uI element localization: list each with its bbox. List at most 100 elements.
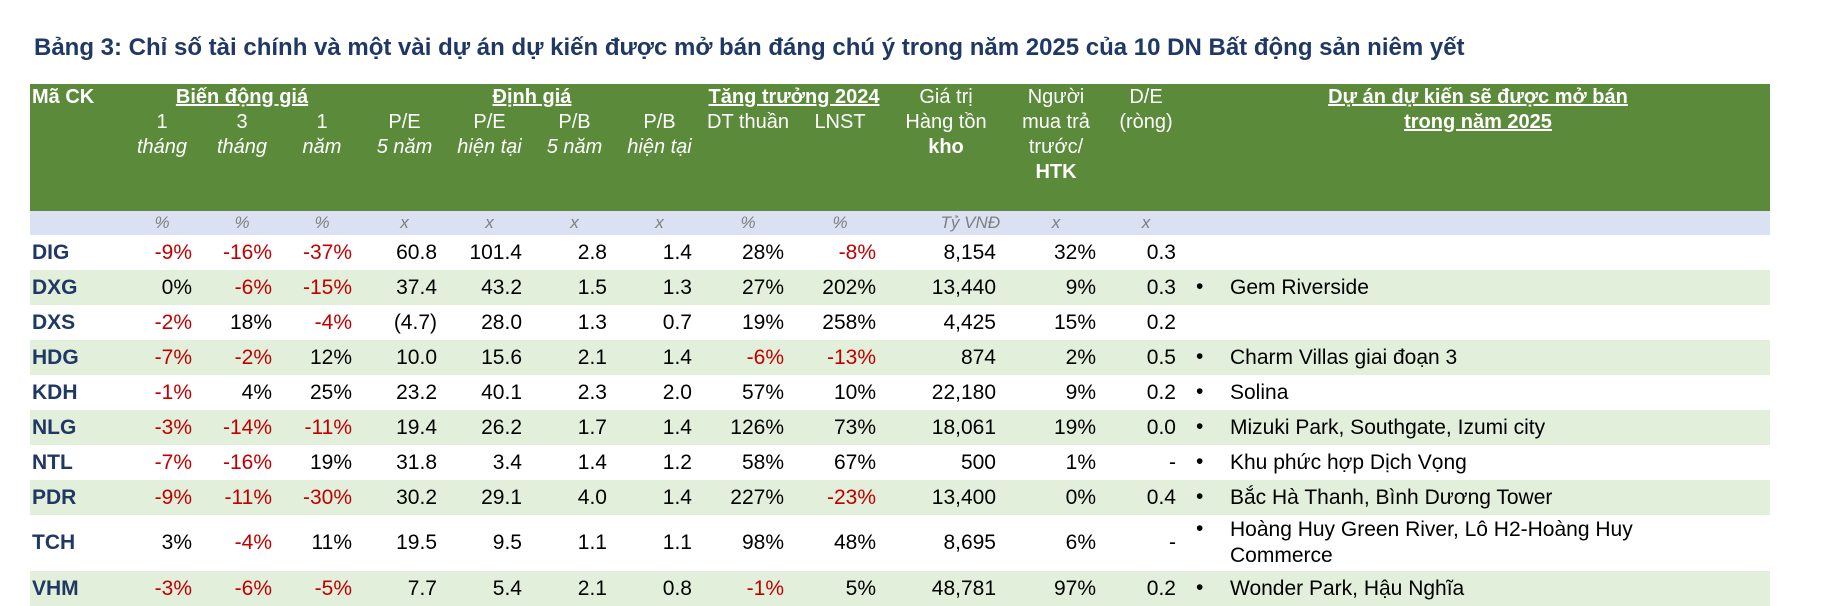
change-1y-cell: -11% bbox=[282, 410, 362, 445]
prepaid-buyer-cell: 15% bbox=[1053, 310, 1096, 334]
project-cell bbox=[1186, 305, 1770, 340]
project-cell: • Bắc Hà Thanh, Bình Dương Tower bbox=[1186, 480, 1770, 515]
ticker-cell: NLG bbox=[30, 410, 122, 445]
table-title: Bảng 3: Chỉ số tài chính và một vài dự á… bbox=[34, 34, 1465, 61]
pb-current-cell: 2.0 bbox=[662, 380, 692, 404]
prepaid-buyer-cell: 9% bbox=[1006, 270, 1106, 305]
change-1m-cell: -1% bbox=[154, 380, 192, 404]
revenue-growth-cell: -1% bbox=[702, 571, 794, 606]
bullet-icon: • bbox=[1196, 414, 1204, 438]
net-de-cell: 0.2 bbox=[1106, 571, 1186, 606]
pe-5y-cell: 10.0 bbox=[362, 340, 447, 375]
prepaid-buyer-cell: 2% bbox=[1006, 340, 1106, 375]
net-de-cell: 0.2 bbox=[1146, 380, 1176, 404]
pe-5y-cell: 19.5 bbox=[396, 531, 437, 554]
pe-current-cell: 29.1 bbox=[447, 480, 532, 515]
header-pb5-top: P/B bbox=[532, 110, 617, 135]
bullet-icon: • bbox=[1196, 484, 1204, 508]
ticker-cell: HDG bbox=[30, 340, 122, 375]
pe-5y-cell: 30.2 bbox=[362, 480, 447, 515]
net-de-cell: 0.3 bbox=[1146, 240, 1176, 264]
ticker-cell: DIG bbox=[32, 240, 70, 264]
change-1m-cell: -9% bbox=[122, 480, 202, 515]
inventory-cell: 8,695 bbox=[943, 531, 996, 554]
profit-growth-cell: 202% bbox=[794, 270, 886, 305]
header-pe5-bottom: 5 năm bbox=[362, 135, 447, 211]
pe-current-cell: 3.4 bbox=[492, 450, 522, 474]
unit-cell: x bbox=[362, 211, 447, 235]
prepaid-buyer-cell: 32% bbox=[1053, 240, 1096, 264]
change-1m-cell: -9% bbox=[154, 240, 192, 264]
header-revenue: DT thuần bbox=[702, 110, 794, 135]
project-cell: • Solina bbox=[1186, 375, 1770, 410]
header-pe-now-bottom: hiện tại bbox=[447, 135, 532, 211]
pb-5y-cell: 1.4 bbox=[577, 450, 607, 474]
pb-current-cell: 1.4 bbox=[617, 340, 702, 375]
header-ticker: Mã CK bbox=[30, 84, 122, 110]
table-row: VHM -3% -6% -5% 7.7 5.4 2.1 0.8 -1% 5% 48,781 97% 0.… bbox=[30, 571, 1770, 606]
header-1m-bottom: tháng bbox=[122, 135, 202, 211]
ticker-cell: TCH bbox=[32, 531, 76, 554]
pe-current-cell: 9.5 bbox=[492, 531, 522, 554]
unit-cell: Tỷ VNĐ bbox=[886, 211, 1006, 235]
revenue-growth-cell: -6% bbox=[702, 340, 794, 375]
profit-growth-cell: -8% bbox=[838, 240, 876, 264]
profit-growth-cell: 67% bbox=[833, 450, 876, 474]
project-cell bbox=[1186, 235, 1770, 270]
bullet-icon: • bbox=[1196, 449, 1204, 473]
pb-current-cell: 1.4 bbox=[617, 480, 702, 515]
pb-5y-cell: 2.8 bbox=[577, 240, 607, 264]
net-de-cell: - bbox=[1169, 450, 1176, 474]
table-row: PDR -9% -11% -30% 30.2 29.1 4.0 1.4 227% -23% 13,4… bbox=[30, 480, 1770, 515]
ticker-cell: KDH bbox=[32, 380, 78, 404]
change-1m-cell: 0% bbox=[122, 270, 202, 305]
change-1m-cell: -2% bbox=[154, 310, 192, 334]
revenue-growth-cell: 19% bbox=[741, 310, 784, 334]
table-body: DIG -9% -16% -37% 60.8 101.4 2.8 1.4 28% -8% 8,154… bbox=[30, 235, 1770, 606]
header-group-growth: Tăng trưởng 2024 bbox=[702, 84, 886, 110]
header-1y-top: 1 bbox=[282, 110, 362, 135]
change-1y-cell: -37% bbox=[302, 240, 352, 264]
header-1m-top: 1 bbox=[122, 110, 202, 135]
header-net-de: D/E (ròng) bbox=[1106, 84, 1186, 211]
inventory-cell: 48,781 bbox=[886, 571, 1006, 606]
table-row: NLG -3% -14% -11% 19.4 26.2 1.7 1.4 126% 73% 18,06… bbox=[30, 410, 1770, 445]
pb-5y-cell: 2.1 bbox=[532, 571, 617, 606]
change-3m-cell: -14% bbox=[202, 410, 282, 445]
revenue-growth-cell: 98% bbox=[741, 531, 784, 554]
header-pb-now-bottom: hiện tại bbox=[617, 135, 702, 211]
change-1y-cell: -4% bbox=[314, 310, 352, 334]
financial-table: Mã CK Biến động giá Định giá Tăng trưởng… bbox=[30, 84, 1770, 606]
pe-5y-cell: (4.7) bbox=[393, 310, 437, 334]
pe-5y-cell: 23.2 bbox=[396, 380, 437, 404]
change-3m-cell: -6% bbox=[202, 270, 282, 305]
pe-current-cell: 5.4 bbox=[447, 571, 532, 606]
pe-5y-cell: 7.7 bbox=[362, 571, 447, 606]
pb-current-cell: 1.2 bbox=[662, 450, 692, 474]
pb-5y-cell: 2.1 bbox=[532, 340, 617, 375]
change-3m-cell: -2% bbox=[202, 340, 282, 375]
table-row: NTL -7% -16% 19% 31.8 3.4 1.4 1.2 58% 67% 500 1% - • K… bbox=[30, 445, 1770, 480]
unit-cell: % bbox=[202, 211, 282, 235]
change-1m-cell: -7% bbox=[154, 450, 192, 474]
project-cell: • Wonder Park, Hậu Nghĩa bbox=[1186, 571, 1770, 606]
change-3m-cell: -4% bbox=[234, 531, 272, 554]
profit-growth-cell: -23% bbox=[794, 480, 886, 515]
change-1y-cell: -30% bbox=[282, 480, 362, 515]
bullet-icon: • bbox=[1196, 379, 1204, 403]
net-de-cell: 0.0 bbox=[1106, 410, 1186, 445]
change-3m-cell: 4% bbox=[241, 380, 272, 404]
table-row: DXG 0% -6% -15% 37.4 43.2 1.5 1.3 27% 202% 13,440 9… bbox=[30, 270, 1770, 305]
net-de-cell: 0.3 bbox=[1106, 270, 1186, 305]
revenue-growth-cell: 58% bbox=[741, 450, 784, 474]
revenue-growth-cell: 57% bbox=[741, 380, 784, 404]
revenue-growth-cell: 227% bbox=[702, 480, 794, 515]
unit-cell: % bbox=[794, 211, 886, 235]
pe-current-cell: 40.1 bbox=[481, 380, 522, 404]
pb-current-cell: 1.4 bbox=[617, 410, 702, 445]
project-text: Gem Riverside bbox=[1230, 275, 1369, 299]
pb-current-cell: 1.4 bbox=[662, 240, 692, 264]
pe-5y-cell: 19.4 bbox=[362, 410, 447, 445]
revenue-growth-cell: 28% bbox=[741, 240, 784, 264]
table-row: DXS -2% 18% -4% (4.7) 28.0 1.3 0.7 19% 258% 4,425 1… bbox=[30, 305, 1770, 340]
